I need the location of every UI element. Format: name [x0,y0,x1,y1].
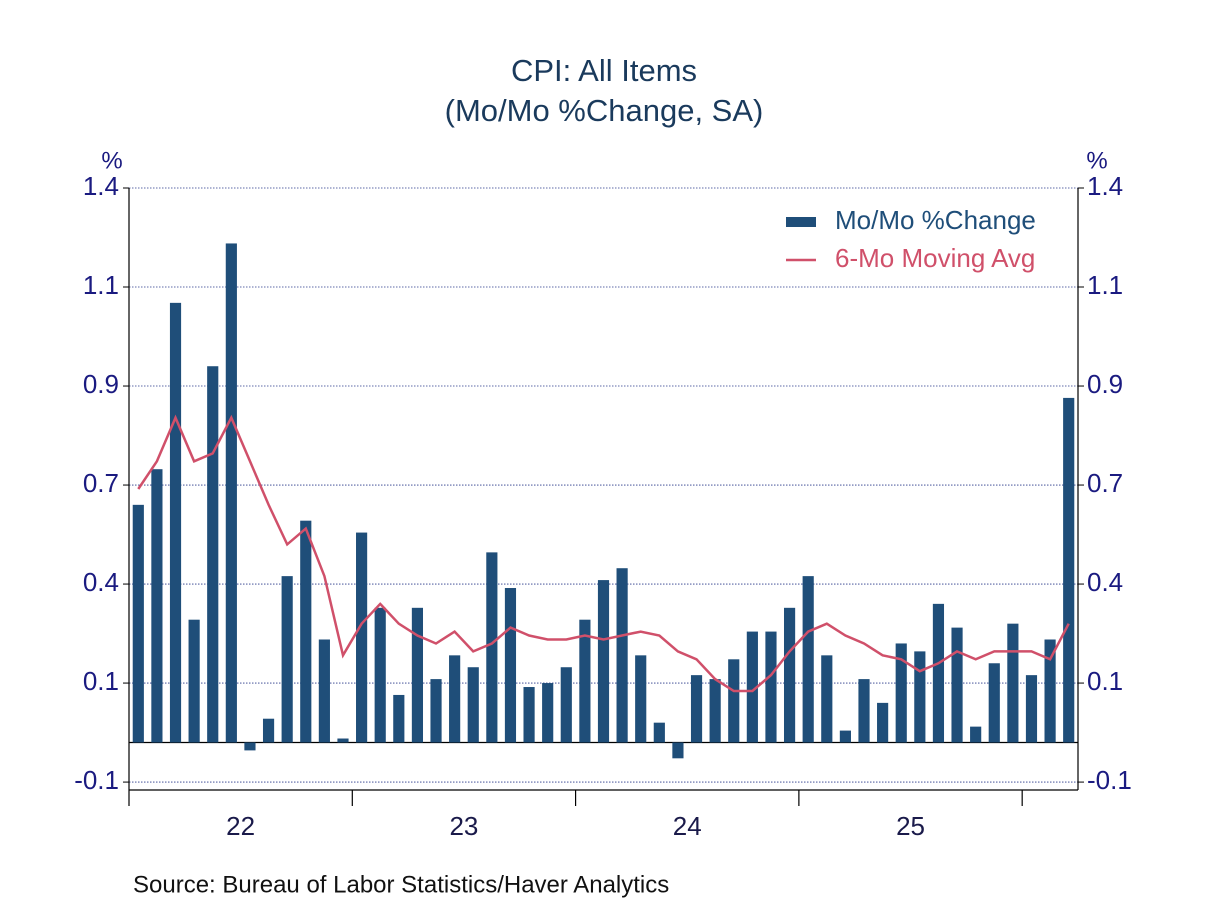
bar [597,580,610,743]
y-tick-label: 0.7 [83,468,119,498]
x-tick-label: 24 [673,811,702,841]
bar [858,679,870,743]
bar [151,469,163,743]
legend-swatch [786,217,816,227]
bar [970,726,982,743]
bar [1025,675,1038,743]
bar [1007,623,1019,743]
bar [337,738,349,743]
x-tick-label: 25 [896,811,925,841]
bar [653,722,665,743]
bar [877,702,889,743]
bar [802,576,814,743]
y2-tick-label: 1.4 [1087,171,1123,201]
bar [560,667,572,743]
bar [207,366,219,743]
x-tick-label: 23 [449,811,478,841]
bar [523,687,535,743]
bar [765,631,777,743]
bar [169,302,182,743]
y-tick-label: -0.1 [74,765,119,795]
bar [467,667,479,743]
bar [449,655,461,743]
bar [988,663,1000,743]
bar [951,627,963,743]
bar [542,683,554,743]
bar [504,588,517,743]
x-tick-label: 22 [226,811,255,841]
y2-tick-label: 0.1 [1087,666,1123,696]
bar [188,619,200,743]
y2-tick-label: 0.9 [1087,369,1123,399]
bar [281,576,293,743]
bar [374,607,386,743]
bar [225,243,237,743]
bar [244,742,256,751]
bar [746,631,758,743]
y-axis-label: % [101,147,122,174]
bar [411,607,424,743]
bar [262,718,275,743]
bar [579,619,591,743]
bar [672,742,684,759]
bar [821,655,833,743]
bar [914,651,926,743]
y2-tick-label: 1.1 [1087,270,1123,300]
bar [430,679,442,743]
bar [728,659,740,743]
bar [1063,397,1075,743]
y-tick-label: 1.4 [83,171,119,201]
bar [318,639,330,743]
bar [783,607,796,743]
bar [300,520,312,743]
bar [486,552,498,743]
y-tick-label: 0.9 [83,369,119,399]
chart-title: CPI: All Items [511,53,697,88]
bar [356,532,368,743]
y-tick-label: 0.4 [83,567,119,597]
bar [635,655,647,743]
bar [132,504,144,743]
bar [709,679,721,743]
y2-tick-label: -0.1 [1087,765,1132,795]
legend-label: Mo/Mo %Change [835,205,1036,235]
bar [616,568,628,743]
y-tick-label: 1.1 [83,270,119,300]
bar [839,730,851,743]
bar [932,603,945,743]
y2-tick-label: 0.7 [1087,468,1123,498]
bar [1044,639,1056,743]
chart-subtitle: (Mo/Mo %Change, SA) [445,93,764,128]
line [137,414,1070,693]
bar [690,675,703,743]
y2-tick-label: 0.4 [1087,567,1123,597]
bar [393,694,405,743]
legend-label: 6-Mo Moving Avg [835,243,1035,273]
y-tick-label: 0.1 [83,666,119,696]
y2-axis-label: % [1086,147,1107,174]
source-note: Source: Bureau of Labor Statistics/Haver… [133,871,669,898]
bar [895,643,907,743]
